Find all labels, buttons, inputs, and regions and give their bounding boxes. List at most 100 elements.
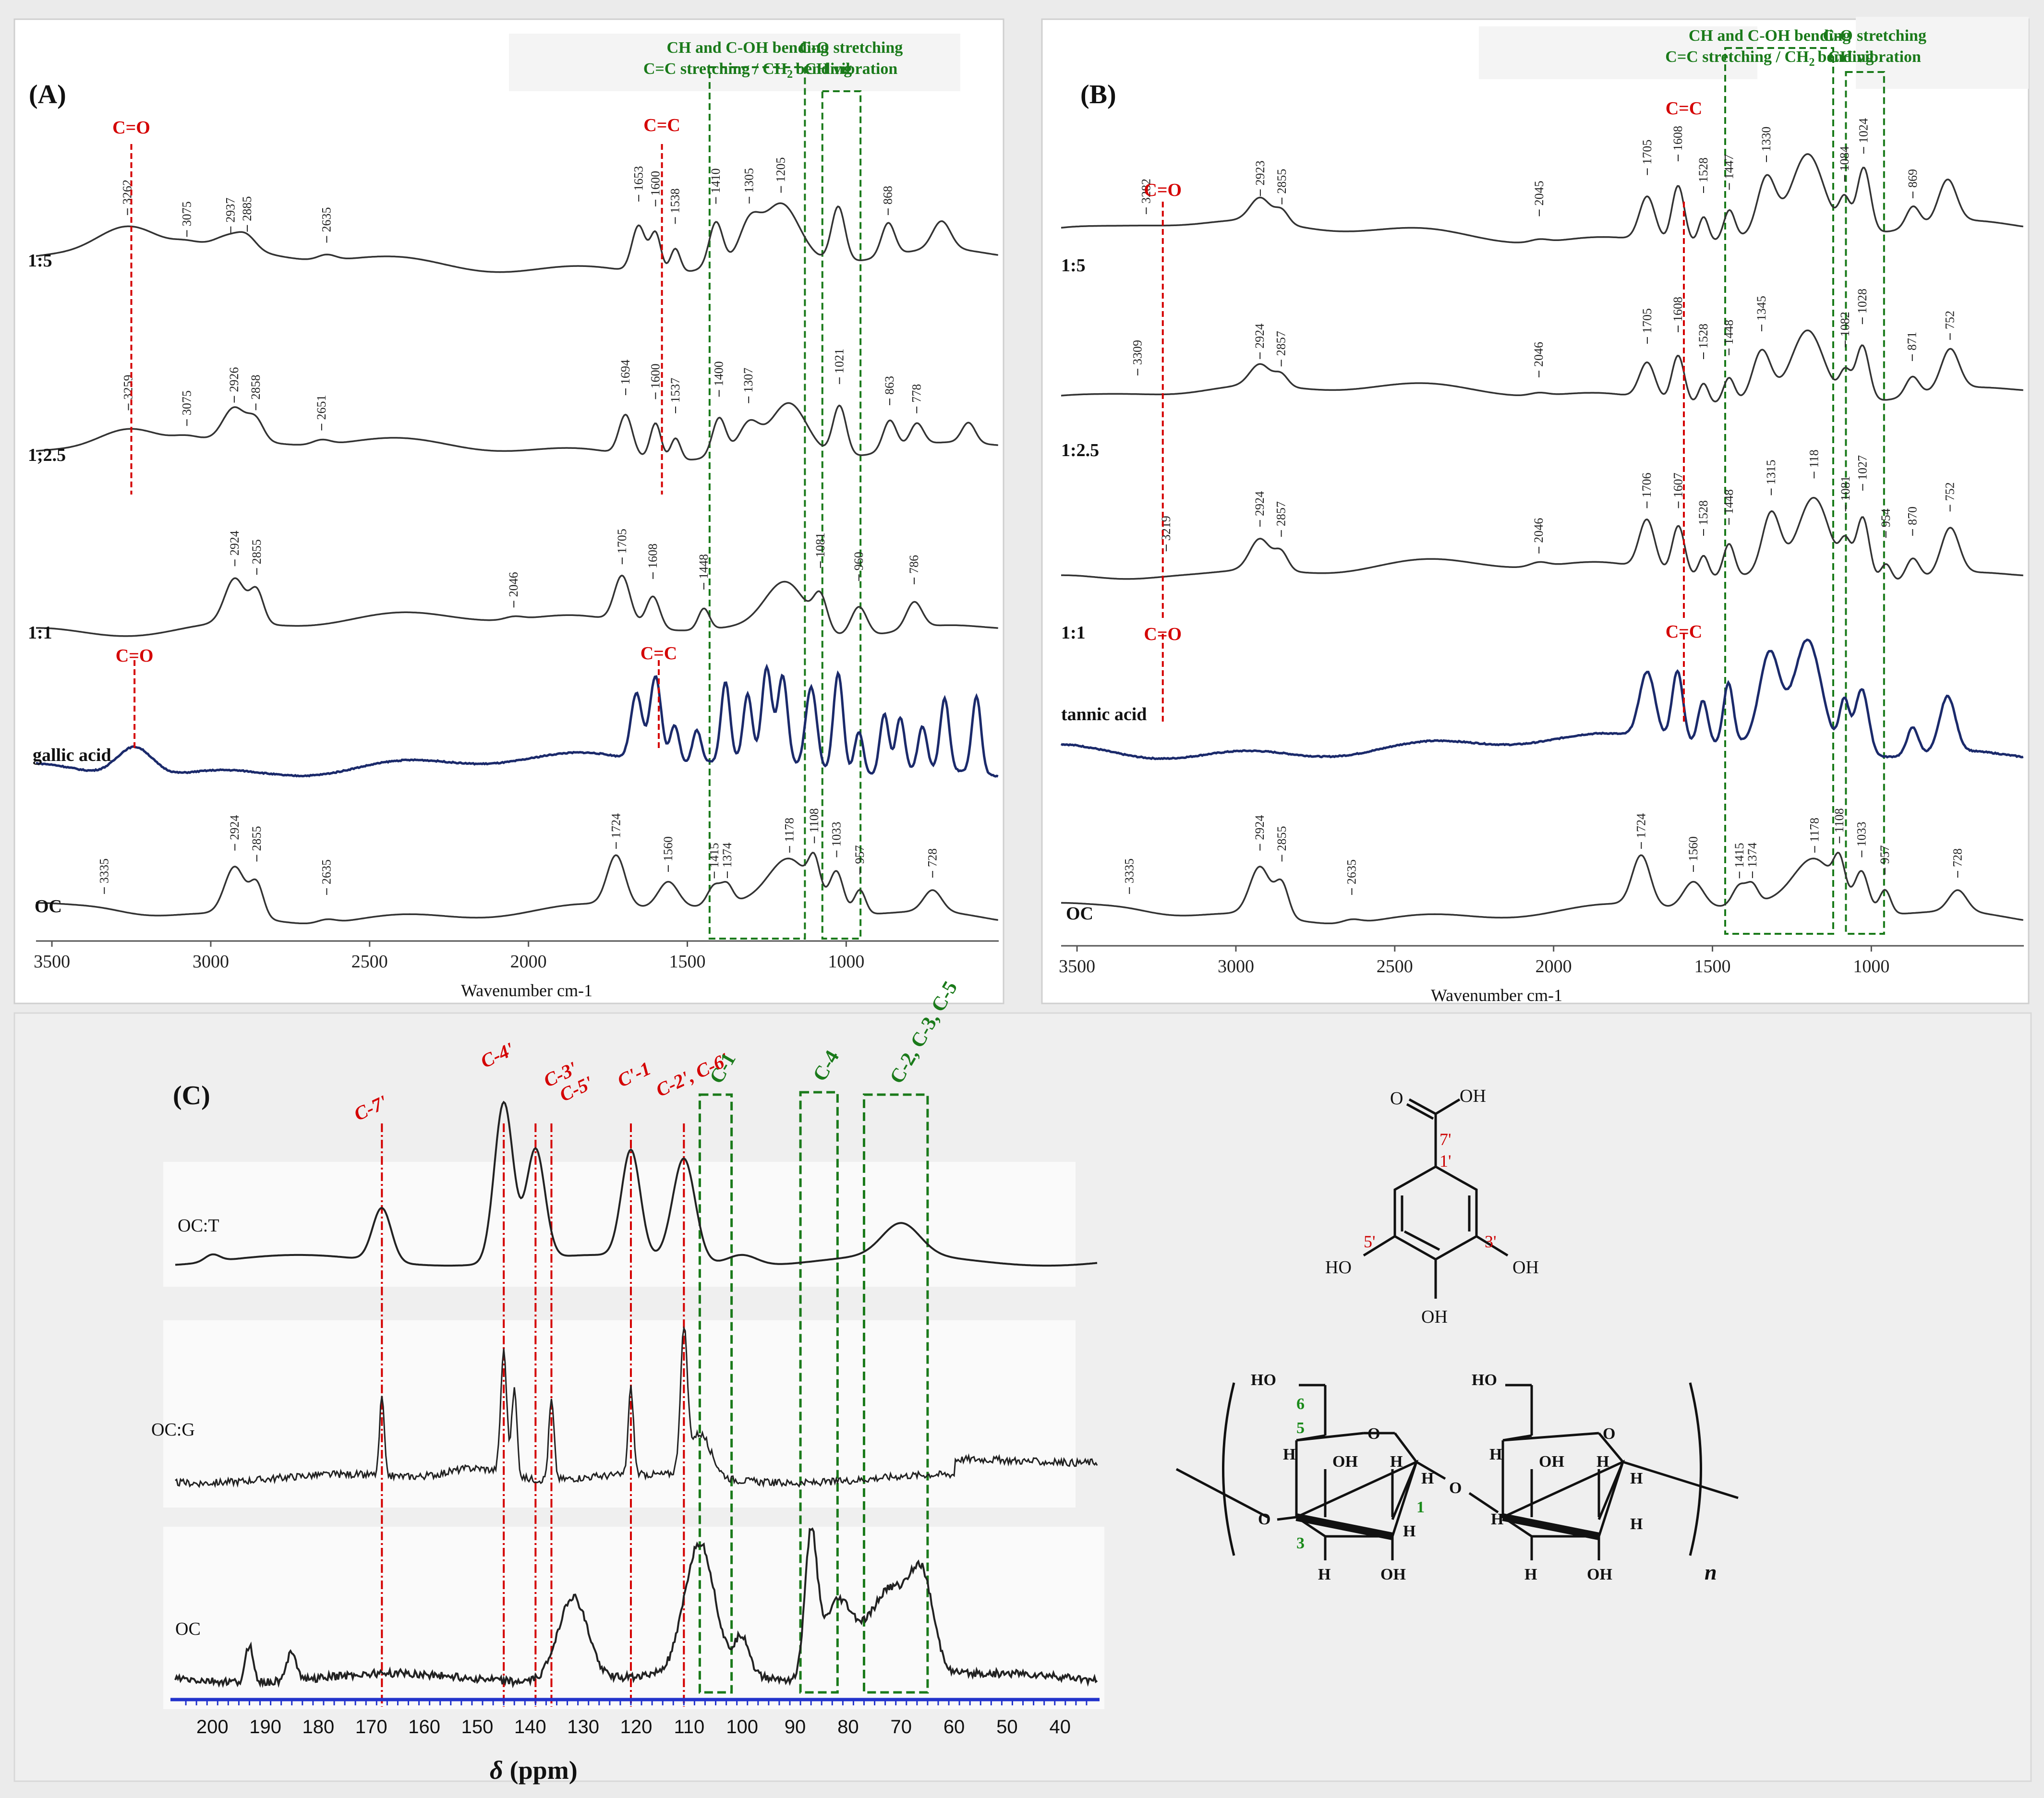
b-peak-label: 1033: [1855, 822, 1869, 847]
b-tick-label: 1000: [1853, 956, 1889, 977]
b-peak-label: 2046: [1532, 518, 1546, 543]
cellulose-atom: OH: [1587, 1566, 1612, 1583]
cellulose-atom: O: [1258, 1510, 1270, 1528]
panel-b-x-axis: 3500 3000 2500 2000 1500 1000: [1059, 945, 2024, 977]
cellulose-repeat-n: n: [1705, 1560, 1717, 1584]
b-marker-label: C=O: [1144, 180, 1182, 200]
cellulose-bond: [1622, 1460, 1739, 1499]
b-peak-label: 1374: [1745, 843, 1759, 868]
panel-c-x-axis-unit: (ppm): [510, 1756, 578, 1785]
gallic-acid-structure: [1363, 1098, 1509, 1299]
b-series-name: OC: [1066, 904, 1093, 924]
b-peak-label: 1528: [1696, 324, 1710, 349]
panel-b-series: 3282 2923 2855 2045 1705 1608 1528 1447 1330 1084…: [1060, 118, 2024, 925]
b-tick-label: 2000: [1536, 956, 1572, 977]
a-marker-label: C=C: [641, 643, 677, 664]
cellulose-atom: O: [1367, 1425, 1380, 1443]
gallic-acid-labels: O OH HO OH OH 7' 1' 5' 3': [1325, 1086, 1539, 1327]
a-region-box: [708, 66, 806, 940]
b-peak-label: 2635: [1344, 859, 1358, 884]
b-region-label-part: bending: [1818, 48, 1874, 66]
a-series-name: 1:5: [28, 251, 52, 271]
b-peak-label: 3335: [1122, 858, 1136, 883]
a-peak-label: 2885: [240, 196, 254, 221]
panel-a-header-box-1: [509, 34, 816, 91]
b-region-box: [1845, 71, 1885, 935]
a-peak-label: 1600: [648, 171, 662, 196]
a-peak-label: 2635: [319, 859, 333, 884]
cellulose-atom: H: [1489, 1446, 1502, 1463]
panel-b-label: (B): [1080, 80, 1116, 109]
panel-b-x-axis-label: Wavenumber cm-1: [1431, 986, 1562, 1005]
a-tick-label: 2500: [351, 952, 388, 972]
b-series-line-3: [1060, 638, 2024, 760]
b-region-label: C-O stretching: [1823, 27, 1926, 45]
b-peak-label: 1178: [1808, 818, 1822, 842]
a-peak-label: 2858: [249, 374, 263, 399]
b-peak-label: 2924: [1253, 815, 1267, 840]
cellulose-bond: [1502, 1432, 1599, 1442]
cellulose-number-6: 6: [1296, 1395, 1305, 1413]
cellulose-atom: H: [1283, 1446, 1295, 1463]
a-peak-label: 2855: [250, 539, 264, 564]
panel-a-label: (A): [29, 80, 66, 109]
b-peak-label: 118: [1807, 449, 1821, 468]
gallic-bond: [1363, 1235, 1396, 1257]
gallic-number-3: 3': [1485, 1232, 1497, 1251]
panel-c-x-axis-label: δ (ppm): [490, 1756, 578, 1785]
cellulose-number-5: 5: [1296, 1419, 1305, 1437]
c-series-name: OC:G: [151, 1420, 195, 1440]
b-tick-label: 2500: [1377, 956, 1413, 977]
cellulose-structure: [1175, 1382, 1739, 1560]
a-peak-label: 1600: [648, 363, 662, 388]
gallic-number-1: 1': [1439, 1151, 1451, 1171]
a-peak-label: 1305: [742, 168, 756, 193]
c-tick-label: 110: [674, 1716, 704, 1738]
c-tick-label: 170: [355, 1716, 387, 1738]
a-peak-label: 1178: [783, 818, 797, 842]
c-tick-label: 180: [302, 1716, 335, 1738]
gallic-number-7: 7': [1439, 1130, 1451, 1149]
a-peak-label: 1537: [668, 378, 682, 403]
b-series-name: tannic acid: [1061, 704, 1147, 724]
cellulose-atom: H: [1491, 1510, 1503, 1528]
a-peak-label: 3075: [180, 201, 194, 226]
a-peak-label: 2046: [507, 572, 520, 597]
c-series-name: OC: [175, 1619, 201, 1639]
b-peak-label: 2924: [1253, 491, 1267, 516]
c-series-line-0: [175, 1100, 1098, 1267]
panel-a-frame: [13, 18, 1004, 1004]
cellulose-atom: H: [1630, 1470, 1643, 1487]
a-tick-label: 3500: [34, 952, 70, 972]
c-tick-label: 50: [996, 1716, 1018, 1738]
b-peak-label: 2855: [1275, 826, 1289, 851]
b-peak-label: 869: [1906, 169, 1920, 188]
a-peak-label: 2651: [314, 395, 328, 420]
a-peak-label: 1021: [832, 349, 846, 374]
b-peak-label: 2923: [1253, 160, 1267, 185]
b-peak-label: 1108: [1832, 808, 1846, 833]
panel-a-x-axis: 3500 3000 2500 2000 1500 1000: [34, 940, 999, 972]
b-peak-label: 1560: [1686, 836, 1700, 861]
c-series-line-2: [174, 1527, 1098, 1689]
c-tick-label: 60: [943, 1716, 965, 1738]
b-peak-label: 2855: [1275, 169, 1289, 194]
c-tick-label: 150: [461, 1716, 494, 1738]
b-peak-label: 1027: [1856, 455, 1870, 480]
cellulose-labels: HO O H OH H H H OH O O H HO O H OH H H H…: [1251, 1371, 1717, 1584]
gallic-bond: [1403, 1230, 1440, 1251]
a-peak-label: 1448: [697, 554, 711, 579]
a-tick-label: 1000: [828, 952, 864, 972]
b-peak-label: 1028: [1855, 289, 1869, 314]
panel-c-trace-bg-2: [163, 1320, 1076, 1508]
b-peak-label: 870: [1905, 507, 1919, 525]
gallic-atom-oh-top: OH: [1460, 1086, 1486, 1106]
a-peak-label: 1410: [709, 169, 723, 193]
cellulose-atom: OH: [1539, 1453, 1564, 1471]
b-peak-label: 1705: [1640, 140, 1654, 165]
cellulose-bond: [1296, 1432, 1364, 1442]
cellulose-bond: [1394, 1432, 1417, 1463]
b-peak-label: 1448: [1722, 489, 1736, 514]
c-tick-label: 190: [249, 1716, 281, 1738]
a-region-label: C-O stretching: [799, 39, 903, 57]
